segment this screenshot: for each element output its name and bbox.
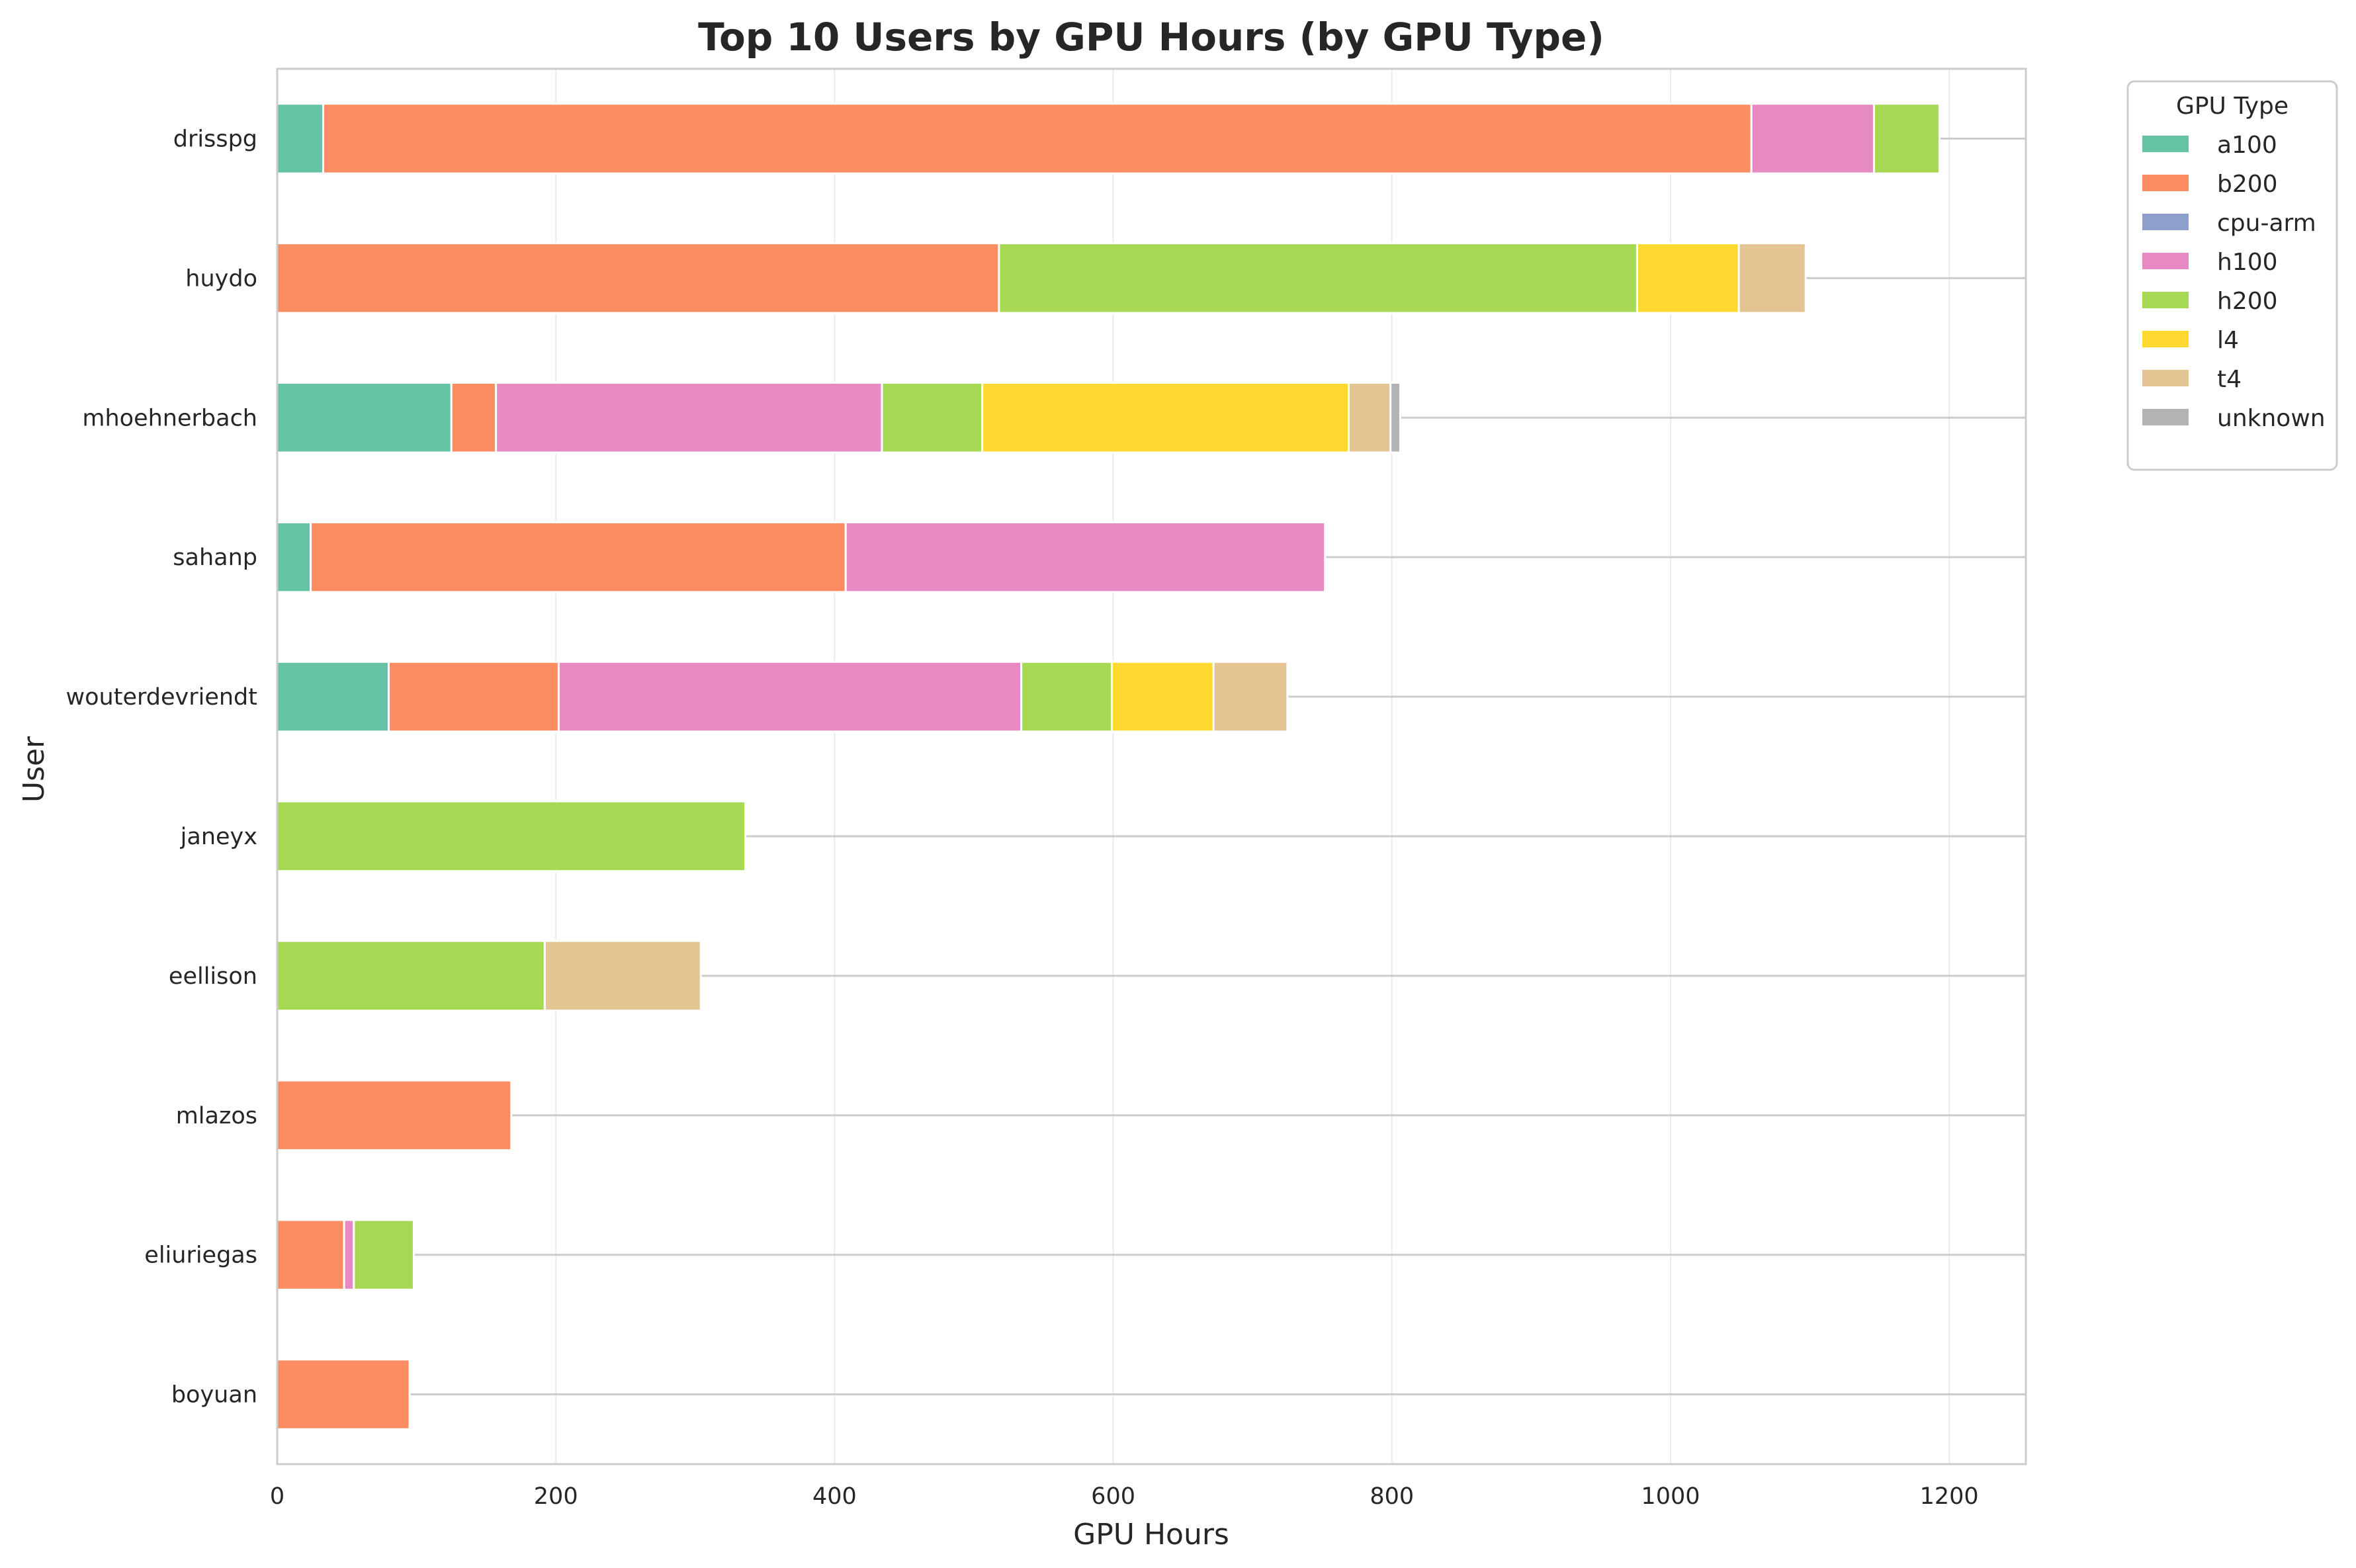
bar-segment-mhoehnerbach-unknown (1389, 382, 1401, 454)
chart-title: Top 10 Users by GPU Hours (by GPU Type) (698, 15, 1604, 60)
bar-segment-sahanp-b200 (310, 521, 847, 593)
bar-segment-eliuriegas-b200 (276, 1219, 345, 1291)
x-tick-label: 1200 (1920, 1483, 1979, 1510)
x-tick-label: 1000 (1641, 1483, 1700, 1510)
legend-swatch-b200 (2142, 175, 2189, 191)
bar-segment-eliuriegas-h200 (353, 1219, 415, 1291)
legend-swatch-unknown (2142, 409, 2189, 425)
y-tick-label-eellison: eellison (169, 963, 257, 990)
y-tick-label-drisspg: drisspg (173, 126, 257, 152)
bar-segment-drisspg-b200 (322, 103, 1753, 175)
legend-swatch-t4 (2142, 370, 2189, 386)
legend-label-a100: a100 (2217, 132, 2277, 159)
x-tick-label: 400 (812, 1483, 857, 1510)
bar-segment-wouterdevriendt-a100 (276, 660, 390, 733)
bar-segment-wouterdevriendt-h100 (557, 660, 1023, 733)
legend-label-h200: h200 (2217, 288, 2278, 315)
bar-segment-sahanp-a100 (276, 521, 312, 593)
bar-segment-wouterdevriendt-h200 (1020, 660, 1113, 733)
y-tick-label-eliuriegas: eliuriegas (144, 1242, 257, 1269)
y-axis-label: User (17, 736, 51, 803)
x-tick-label: 0 (270, 1483, 284, 1510)
legend-label-cpu-arm: cpu-arm (2217, 210, 2316, 237)
bar-segment-drisspg-h100 (1750, 103, 1875, 175)
x-axis-label: GPU Hours (1073, 1518, 1229, 1551)
y-tick-label-mhoehnerbach: mhoehnerbach (82, 405, 257, 431)
bar-segment-eliuriegas-h100 (343, 1219, 355, 1291)
legend-label-t4: t4 (2217, 366, 2242, 393)
y-tick-label-wouterdevriendt: wouterdevriendt (66, 684, 258, 711)
legend-swatch-a100 (2142, 136, 2189, 152)
legend-label-h100: h100 (2217, 249, 2278, 276)
bar-segment-boyuan-b200 (276, 1358, 411, 1430)
y-tick-label-janeyx: janeyx (180, 824, 257, 850)
legend-label-b200: b200 (2217, 171, 2278, 198)
bar-segment-huydo-b200 (276, 242, 1000, 314)
bar-segment-eellison-h200 (276, 939, 546, 1012)
bar-segment-sahanp-h100 (844, 521, 1327, 593)
plot-frame (276, 67, 2027, 1465)
legend-swatch-l4 (2142, 331, 2189, 347)
bar-segment-mhoehnerbach-a100 (276, 382, 453, 454)
bar-segment-huydo-t4 (1737, 242, 1807, 314)
legend-label-unknown: unknown (2217, 405, 2326, 432)
bar-segment-janeyx-h200 (276, 800, 747, 873)
bar-segment-huydo-l4 (1636, 242, 1740, 314)
x-tick-label: 600 (1091, 1483, 1135, 1510)
y-tick-label-sahanp: sahanp (173, 544, 257, 571)
legend-swatch-h100 (2142, 253, 2189, 269)
legend-swatch-h200 (2142, 292, 2189, 308)
bar-segment-wouterdevriendt-t4 (1212, 660, 1289, 733)
plot-area: 0 200 400 600 800 1000 1200 drisspg huydo mhoehne… (66, 67, 2027, 1510)
legend-label-l4: l4 (2217, 327, 2239, 354)
bar-segment-mhoehnerbach-t4 (1347, 382, 1392, 454)
bar-segment-mlazos-b200 (276, 1079, 513, 1151)
y-tick-label-huydo: huydo (185, 265, 257, 292)
y-tick-label-boyuan: boyuan (171, 1382, 257, 1409)
legend-swatch-cpu-arm (2142, 214, 2189, 230)
x-tick-label: 200 (534, 1483, 578, 1510)
bar-segment-mhoehnerbach-b200 (450, 382, 498, 454)
bar-segment-wouterdevriendt-l4 (1110, 660, 1215, 733)
legend: GPU Type a100 b200 cpu-arm h100 h200 l4 t4 unkno… (2126, 80, 2338, 471)
bar-segment-drisspg-a100 (276, 103, 324, 175)
y-tick-label-mlazos: mlazos (176, 1103, 257, 1129)
bar-segment-mhoehnerbach-h200 (881, 382, 984, 454)
bar-segment-drisspg-h200 (1872, 103, 1941, 175)
x-tick-label: 800 (1370, 1483, 1414, 1510)
bar-segment-huydo-h200 (998, 242, 1638, 314)
bar-segment-mhoehnerbach-h100 (495, 382, 883, 454)
bar-segment-eellison-t4 (543, 939, 702, 1012)
legend-title: GPU Type (2176, 93, 2289, 120)
bar-segment-mhoehnerbach-l4 (981, 382, 1350, 454)
bar-segment-wouterdevriendt-b200 (387, 660, 560, 733)
